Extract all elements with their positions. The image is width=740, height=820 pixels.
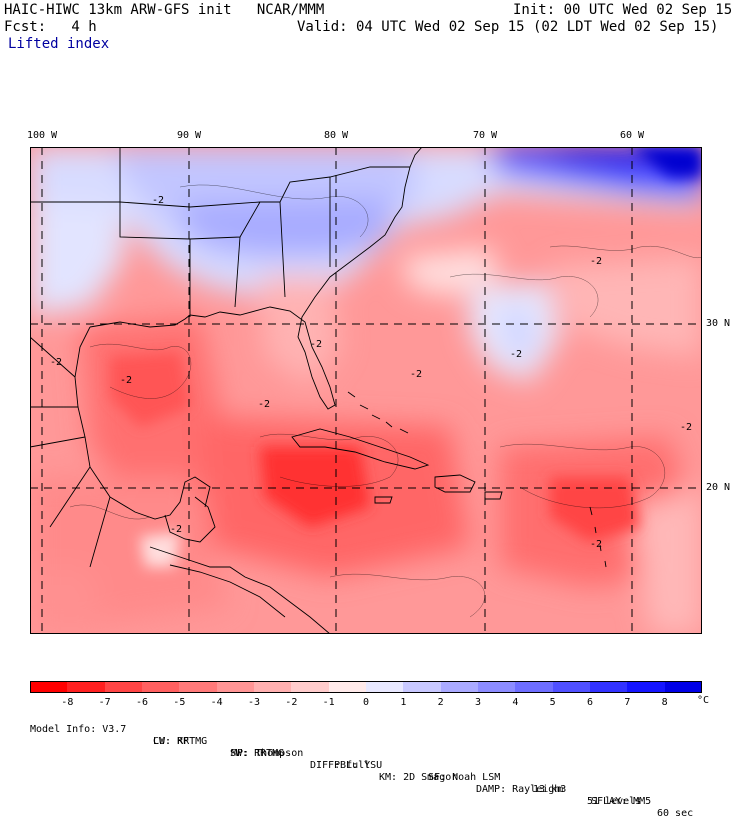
colorbar-tick-label: 8 (661, 697, 668, 708)
colorbar-outline (30, 681, 702, 693)
contour-label: -2 (590, 256, 602, 267)
footer-sflay: SFLAY: MM5 (591, 796, 652, 807)
colorbar-swatch (328, 681, 367, 693)
colorbar-tick-label: -1 (322, 697, 335, 708)
colorbar-tick-label: -6 (135, 697, 149, 708)
colorbar-swatch (590, 681, 628, 693)
model-title: HAIC-HIWC 13km ARW-GFS init NCAR/MMM (4, 2, 325, 18)
colorbar-swatch (291, 681, 330, 693)
contour-label: -2 (410, 369, 422, 380)
lon-label-60w: 60 W (619, 130, 645, 141)
colorbar-tick-label: -8 (61, 697, 74, 708)
field-name: Lifted index (8, 36, 110, 52)
colorbar-swatch (142, 681, 180, 693)
colorbar-tick-label: 4 (512, 697, 519, 708)
contour-label: -2 (680, 422, 692, 433)
colorbar-swatch (478, 681, 516, 693)
footer-damp: DAMP: Rayleigh3 (476, 784, 567, 795)
colorbar-swatch (30, 681, 68, 693)
colorbar-swatch (366, 681, 404, 693)
footer-row-2: LW: RRTMG SW: RRTMG DIFF: full KM: 2D Sm… (30, 724, 730, 807)
colorbar-swatch (664, 681, 703, 693)
lat-label-20n: 20 N (706, 482, 731, 493)
colorbar-tick-label: 0 (362, 697, 370, 708)
lat-label-30n: 30 N (706, 318, 731, 329)
colorbar-unit: °C (697, 695, 710, 706)
colorbar-tick-label: 1 (400, 697, 407, 708)
contour-label: -2 (152, 195, 164, 206)
lifted-index-map: -2 -2 -2 -2 -2 -2 -2 -2 -2 -2 -2 (30, 147, 702, 634)
contour-label: -2 (50, 357, 62, 368)
contour-label: -2 (590, 539, 602, 550)
colorbar-swatch (515, 681, 554, 693)
colorbar-swatch (552, 681, 591, 693)
footer-sw: SW: RRTMG (230, 748, 285, 759)
colorbar-tick-label: 6 (586, 697, 594, 708)
colorbar-swatch (216, 681, 255, 693)
lon-label-100w: 100 W (26, 130, 58, 141)
footer-timestep: 60 sec (657, 808, 694, 819)
footer-model-info: Model Info: V3.7 (30, 724, 127, 735)
lon-label-70w: 70 W (472, 130, 498, 141)
contour-label-group: -2 -2 -2 -2 -2 -2 -2 -2 -2 -2 -2 (50, 195, 692, 550)
colorbar-tick-label: 2 (437, 697, 444, 708)
coastlines (30, 147, 607, 634)
colorbar-tick-label: 3 (474, 697, 482, 708)
colorbar-tick-label: 5 (549, 697, 556, 708)
lon-label-80w: 80 W (323, 130, 349, 141)
colorbar-tick-label: -3 (247, 697, 261, 708)
colorbar-tick-label: -4 (210, 697, 223, 708)
footer-diff: DIFF: full (310, 760, 371, 771)
map-frame (30, 147, 702, 634)
contour-label: -2 (170, 524, 182, 535)
lat-lon-grid (30, 147, 702, 634)
forecast-hour: Fcst: 4 h (4, 19, 97, 35)
colorbar-swatch (67, 681, 106, 693)
footer-lw: LW: RRTMG (153, 736, 208, 747)
colorbar-swatch (179, 681, 218, 693)
footer-row-1: Model Info: V3.7 CU: KF MP: Thompson PBL… (30, 712, 730, 819)
colorbar-tick-label: -7 (98, 697, 111, 708)
colorbar-swatch (403, 681, 442, 693)
contour-label: -2 (120, 375, 132, 386)
colorbar-swatch (104, 681, 143, 693)
footer-km: KM: 2D Smagor (379, 772, 458, 783)
colorbar-tick-label: 7 (624, 697, 631, 708)
lon-label-90w: 90 W (176, 130, 202, 141)
init-time: Init: 00 UTC Wed 02 Sep 15 (513, 2, 733, 18)
colorbar-tick-label: -2 (285, 697, 298, 708)
contour-label: -2 (258, 399, 270, 410)
colorbar-swatch (627, 681, 666, 693)
colorbar-tick-label: -5 (173, 697, 186, 708)
colorbar-swatch (254, 681, 292, 693)
contour-label: -2 (510, 349, 522, 360)
field-shading-strong (110, 147, 702, 567)
contour-label: -2 (310, 339, 322, 350)
valid-time: Valid: 04 UTC Wed 02 Sep 15 (02 LDT Wed … (297, 19, 719, 35)
colorbar-swatch (440, 681, 479, 693)
